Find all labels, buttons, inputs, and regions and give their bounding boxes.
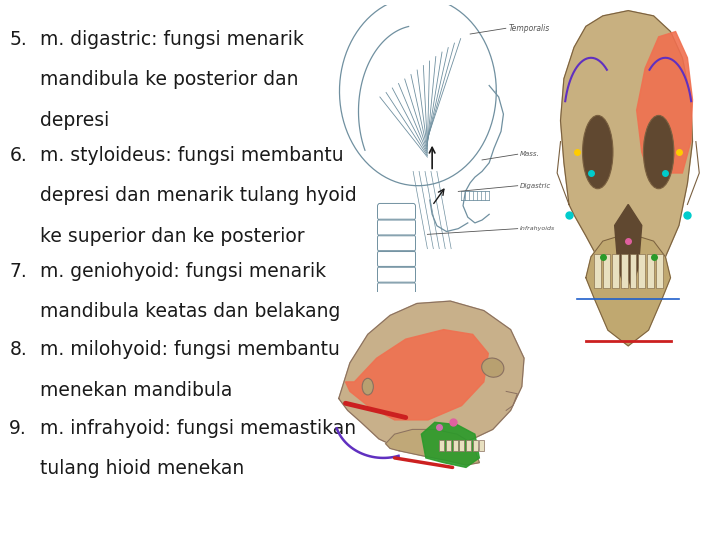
Bar (446, 440, 451, 451)
Text: 5.: 5. (9, 30, 27, 49)
Text: Mass.: Mass. (520, 151, 540, 157)
Bar (472, 440, 477, 451)
Text: tulang hioid menekan: tulang hioid menekan (40, 459, 244, 478)
Ellipse shape (644, 116, 674, 188)
Polygon shape (636, 31, 693, 173)
Bar (647, 254, 654, 288)
Bar (439, 440, 444, 451)
Ellipse shape (582, 116, 613, 188)
Text: m. infrahyoid: fungsi memastikan: m. infrahyoid: fungsi memastikan (40, 418, 356, 437)
Bar (639, 254, 645, 288)
Text: m. geniohyoid: fungsi menarik: m. geniohyoid: fungsi menarik (40, 262, 325, 281)
Text: menekan mandibula: menekan mandibula (40, 381, 232, 400)
Polygon shape (346, 329, 488, 420)
Polygon shape (615, 205, 642, 288)
Bar (466, 440, 471, 451)
Text: m. milohyoid: fungsi membantu: m. milohyoid: fungsi membantu (40, 340, 339, 359)
Text: ke superior dan ke posterior: ke superior dan ke posterior (40, 227, 305, 246)
Text: 6.: 6. (9, 146, 27, 165)
Text: mandibula keatas dan belakang: mandibula keatas dan belakang (40, 302, 340, 321)
Bar (629, 254, 636, 288)
Ellipse shape (362, 379, 374, 395)
Text: m. styloideus: fungsi membantu: m. styloideus: fungsi membantu (40, 146, 343, 165)
Text: depresi dan menarik tulang hyoid: depresi dan menarik tulang hyoid (40, 186, 356, 205)
Polygon shape (421, 422, 480, 468)
Bar (595, 254, 601, 288)
Bar (459, 440, 464, 451)
Polygon shape (586, 236, 670, 346)
Text: depresi: depresi (40, 111, 109, 130)
Bar (480, 440, 485, 451)
Bar (656, 254, 662, 288)
Bar (621, 254, 628, 288)
Bar (453, 440, 457, 451)
Polygon shape (339, 301, 524, 451)
Text: Infrahyoids: Infrahyoids (520, 226, 555, 231)
Bar (603, 254, 610, 288)
Text: 9.: 9. (9, 418, 27, 437)
Text: Temporalis: Temporalis (508, 24, 549, 33)
Polygon shape (560, 11, 693, 299)
Bar (612, 254, 618, 288)
Polygon shape (386, 429, 480, 465)
Text: Digastric: Digastric (520, 183, 552, 189)
Text: mandibula ke posterior dan: mandibula ke posterior dan (40, 70, 298, 89)
Text: 7.: 7. (9, 262, 27, 281)
Text: m. digastric: fungsi menarik: m. digastric: fungsi menarik (40, 30, 303, 49)
Text: 8.: 8. (9, 340, 27, 359)
Ellipse shape (482, 358, 504, 377)
